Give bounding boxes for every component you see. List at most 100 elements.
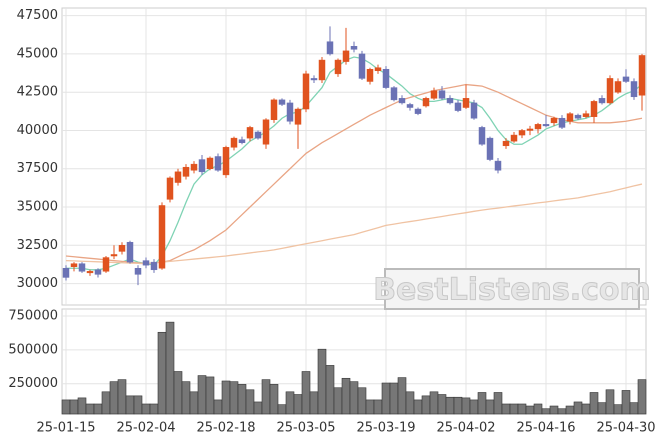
y-tick-label: 45000	[17, 46, 58, 61]
candle-body	[422, 98, 430, 107]
candle-body	[542, 124, 550, 127]
candle-body	[510, 134, 518, 142]
volume-bar	[333, 387, 343, 415]
candle-body	[614, 81, 622, 93]
candle-body	[438, 90, 446, 99]
candle-body	[254, 131, 262, 139]
candle-body	[462, 98, 470, 108]
volume-bar	[93, 403, 103, 415]
x-tick-label: 25-04-02	[436, 421, 495, 436]
candle-body	[534, 124, 542, 130]
volume-bar	[157, 331, 167, 415]
volume-bar	[637, 379, 647, 415]
volume-bar	[597, 402, 607, 415]
candle-body	[278, 99, 286, 105]
y-tick-label: 32500	[17, 238, 58, 253]
candle-body	[206, 157, 214, 169]
candle-body	[494, 160, 502, 171]
volume-bar	[557, 408, 567, 415]
volume-bar	[189, 391, 199, 415]
candle-body	[62, 268, 70, 278]
candle-body	[374, 67, 382, 72]
volume-bar	[373, 399, 383, 415]
volume-bar	[101, 391, 111, 415]
candle-body	[70, 263, 78, 267]
volume-bar	[301, 371, 311, 415]
candle-body	[110, 254, 118, 257]
volume-bar	[389, 382, 399, 415]
volume-bar	[149, 403, 159, 415]
volume-bar	[229, 381, 239, 415]
candle-body	[270, 99, 278, 121]
volume-bar	[397, 377, 407, 415]
candle-body	[262, 119, 270, 145]
candle-body	[198, 159, 206, 173]
candle-body	[94, 269, 102, 275]
candle-body	[102, 257, 110, 272]
candle-body	[182, 166, 190, 177]
volume-bar	[453, 396, 463, 415]
candle-body	[606, 78, 614, 104]
candle-body	[566, 113, 574, 122]
volume-bar	[509, 403, 519, 415]
volume-bar	[549, 405, 559, 415]
candle-body	[406, 104, 414, 108]
candle-body	[246, 127, 254, 139]
candle-body	[150, 261, 158, 271]
volume-bar	[525, 405, 535, 415]
candle-body	[446, 98, 454, 104]
volume-bar	[205, 376, 215, 415]
volume-bar	[405, 391, 415, 415]
candle-body	[222, 147, 230, 176]
candle-body	[126, 241, 134, 263]
volume-bar	[421, 395, 431, 415]
volume-bar	[77, 397, 87, 415]
volume-bar	[253, 401, 263, 415]
candle-body	[638, 55, 646, 96]
candle-body	[454, 102, 462, 111]
volume-bar	[133, 395, 143, 415]
candle-body	[590, 101, 598, 117]
volume-bar	[125, 395, 135, 415]
volume-bar	[309, 391, 319, 415]
volume-bar	[269, 384, 279, 415]
candle-body	[334, 59, 342, 75]
candle-body	[502, 140, 510, 147]
volume-bar	[245, 389, 255, 415]
candle-body	[134, 268, 142, 275]
x-tick-label: 25-03-19	[356, 421, 415, 436]
volume-bar	[221, 380, 231, 415]
volume-bar	[485, 399, 495, 415]
volume-bar	[261, 379, 271, 415]
volume-bar	[493, 392, 503, 415]
volume-bar	[349, 381, 359, 415]
candle-body	[86, 271, 94, 274]
volume-bar	[621, 390, 631, 415]
volume-bar	[357, 387, 367, 415]
candle-body	[630, 81, 638, 98]
volume-bar	[517, 403, 527, 415]
volume-bar	[141, 403, 151, 415]
volume-bar	[285, 391, 295, 415]
volume-bar	[317, 348, 327, 415]
volume-bar	[573, 401, 583, 415]
candle-body	[214, 156, 222, 171]
candle-body	[622, 76, 630, 82]
volume-bar	[413, 399, 423, 415]
y-tick-label: 37500	[17, 161, 58, 176]
volume-bar	[613, 404, 623, 415]
candle-body	[470, 102, 478, 119]
candle-body	[238, 139, 246, 143]
y-tick-label: 40000	[17, 123, 58, 138]
candle-body	[478, 127, 486, 145]
volume-bar	[85, 403, 95, 415]
candle-body	[390, 87, 398, 101]
candle-body	[382, 68, 390, 88]
watermark-group: BestListens.com	[373, 268, 651, 310]
y-tick-label: 250000	[8, 376, 58, 391]
candle-body	[550, 117, 558, 124]
y-tick-label: 42500	[17, 85, 58, 100]
candle-body	[294, 108, 302, 125]
candle-body	[174, 171, 182, 183]
